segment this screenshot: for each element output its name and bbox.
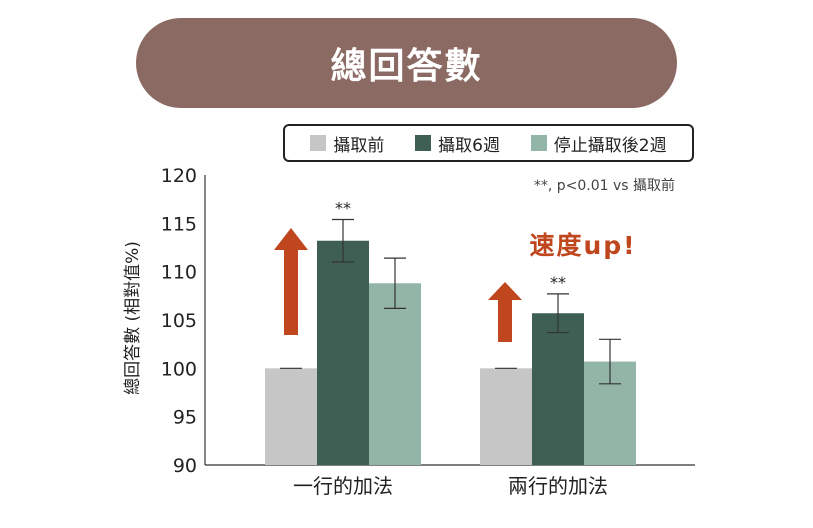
legend-swatch-6weeks [415,135,432,151]
y-tick-label: 90 [173,455,197,477]
legend-swatch-before [310,135,327,151]
legend-item-6weeks: 攝取6週 [415,131,500,156]
bar [317,240,369,465]
bar [265,368,317,465]
title-banner: 總回答數 [136,18,677,108]
legend: 攝取前 攝取6週 停止攝取後2週 [283,124,694,162]
y-tick-label: 100 [161,358,197,380]
y-tick-label: 110 [161,262,197,284]
y-tick-label: 120 [161,165,197,187]
significance-marker: ** [335,198,351,217]
legend-swatch-after [530,135,547,151]
legend-label-after: 停止攝取後2週 [553,135,667,156]
legend-item-before: 攝取前 [310,131,384,156]
legend-label-6weeks: 攝取6週 [438,135,500,156]
bar [369,283,421,465]
y-tick-label: 115 [161,213,197,235]
bar [532,313,584,465]
x-tick-label: 兩行的加法 [508,474,608,498]
legend-label-before: 攝取前 [333,135,385,156]
up-arrow-icon [274,228,308,335]
legend-item-after: 停止攝取後2週 [530,131,667,156]
annotation-speed-up: 速度up! [529,231,636,260]
x-tick-label: 一行的加法 [293,474,393,498]
significance-note: **, p<0.01 vs 攝取前 [534,177,675,194]
bar [480,368,532,465]
y-tick-label: 95 [173,407,197,429]
up-arrow-icon [488,282,522,342]
chart-title: 總回答數 [330,46,483,87]
y-tick-label: 105 [161,310,197,332]
y-axis-label: 總回答數 (相對值%) [123,241,143,395]
significance-marker: ** [550,273,566,292]
